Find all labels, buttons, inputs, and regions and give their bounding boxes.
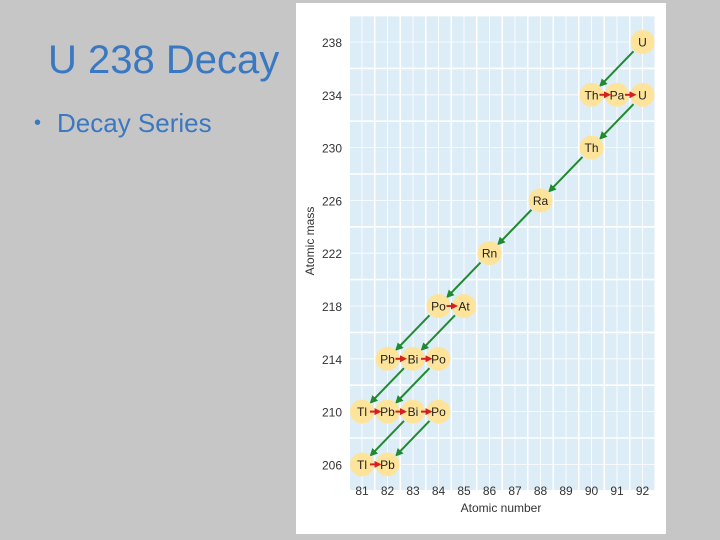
alpha-decay-arrow	[446, 261, 482, 299]
x-tick-label: 84	[432, 484, 446, 498]
nuclide-node	[630, 30, 655, 54]
x-tick-label: 83	[406, 484, 420, 498]
y-tick-label: 222	[322, 247, 342, 261]
nuclide-label: Bi	[408, 405, 419, 419]
x-tick-label: 89	[559, 484, 573, 498]
nuclide-node	[426, 399, 451, 424]
y-tick-label: 234	[322, 89, 342, 103]
x-axis-label: Atomic number	[461, 501, 542, 515]
nuclide-node	[426, 346, 451, 371]
alpha-decay-arrow	[369, 420, 405, 457]
nuclide-label: Pb	[380, 458, 395, 472]
nuclide-node	[350, 399, 374, 424]
alpha-decay-arrow	[395, 420, 431, 457]
nuclide-label: Pb	[380, 405, 395, 419]
nuclide-label: Po	[431, 352, 446, 366]
nuclide-node	[579, 82, 604, 107]
x-tick-label: 92	[636, 484, 650, 498]
nuclide-node	[401, 399, 425, 424]
x-tick-label: 82	[381, 484, 395, 498]
decay-chart: 238 234 230 226 222 218 214 210 206 81 82 83 84 85 86 8…	[303, 14, 657, 515]
grid-lines	[348, 14, 657, 492]
x-tick-label: 88	[534, 484, 548, 498]
alpha-decay-arrow	[420, 314, 456, 351]
nuclide-node	[579, 135, 604, 160]
alpha-decay-arrow	[548, 156, 584, 193]
nuclide-node	[528, 188, 553, 213]
x-tick-label: 91	[610, 484, 624, 498]
decay-series-figure: 238 234 230 226 222 218 214 210 206 81 82 83 84 85 86 8…	[296, 3, 666, 534]
y-tick-label: 226	[322, 194, 342, 208]
nuclide-node	[630, 82, 655, 107]
nuclide-label: Ra	[533, 194, 549, 208]
alpha-decay-arrow	[599, 50, 635, 87]
nuclide-node	[375, 399, 400, 424]
bullet-dot: •	[34, 112, 42, 134]
nuclide-label: Po	[431, 300, 446, 314]
nuclide-label: Tl	[357, 458, 367, 472]
nuclide-label: Pa	[610, 88, 625, 102]
x-tick-label: 87	[508, 484, 522, 498]
bullet-text: Decay Series	[57, 108, 212, 138]
nuclide-node	[605, 82, 629, 107]
nuclide-node	[401, 346, 425, 371]
nuclide-node	[375, 452, 400, 477]
x-tick-label: 85	[457, 484, 471, 498]
y-tick-label: 206	[322, 458, 342, 472]
nuclide-label: U	[638, 88, 647, 102]
y-tick-label: 218	[322, 300, 342, 314]
y-tick-label: 230	[322, 142, 342, 156]
x-tick-label: 86	[483, 484, 497, 498]
nuclide-node	[477, 241, 502, 266]
nuclide-label: Bi	[408, 352, 419, 366]
alpha-decay-arrow	[369, 367, 405, 404]
nuclide-label: Po	[431, 405, 446, 419]
bullet-item: • Decay Series	[34, 108, 212, 139]
nuclide-node	[350, 452, 374, 477]
nuclide-label: Th	[584, 88, 598, 102]
nuclide-label: Tl	[357, 405, 367, 419]
nuclide-label: Th	[584, 141, 598, 155]
y-tick-label: 214	[322, 353, 342, 367]
alpha-decay-arrow	[599, 103, 635, 140]
nuclide-label: Rn	[482, 247, 497, 261]
y-tick-label: 238	[322, 36, 342, 50]
y-axis-label: Atomic mass	[303, 207, 317, 276]
alpha-decay-arrow	[497, 209, 533, 246]
nuclide-label: U	[638, 36, 647, 50]
nuclide-node	[452, 294, 476, 318]
nuclide-label: Pb	[380, 352, 395, 366]
slide-title: U 238 Decay	[48, 38, 280, 82]
x-tick-label: 90	[585, 484, 599, 498]
nuclide-label: At	[458, 300, 470, 314]
alpha-decay-arrow	[395, 367, 431, 404]
alpha-decay-arrow	[395, 314, 431, 351]
y-tick-label: 210	[322, 406, 342, 420]
nuclide-node	[375, 346, 400, 371]
x-tick-label: 81	[355, 484, 369, 498]
nuclide-node	[426, 294, 451, 318]
